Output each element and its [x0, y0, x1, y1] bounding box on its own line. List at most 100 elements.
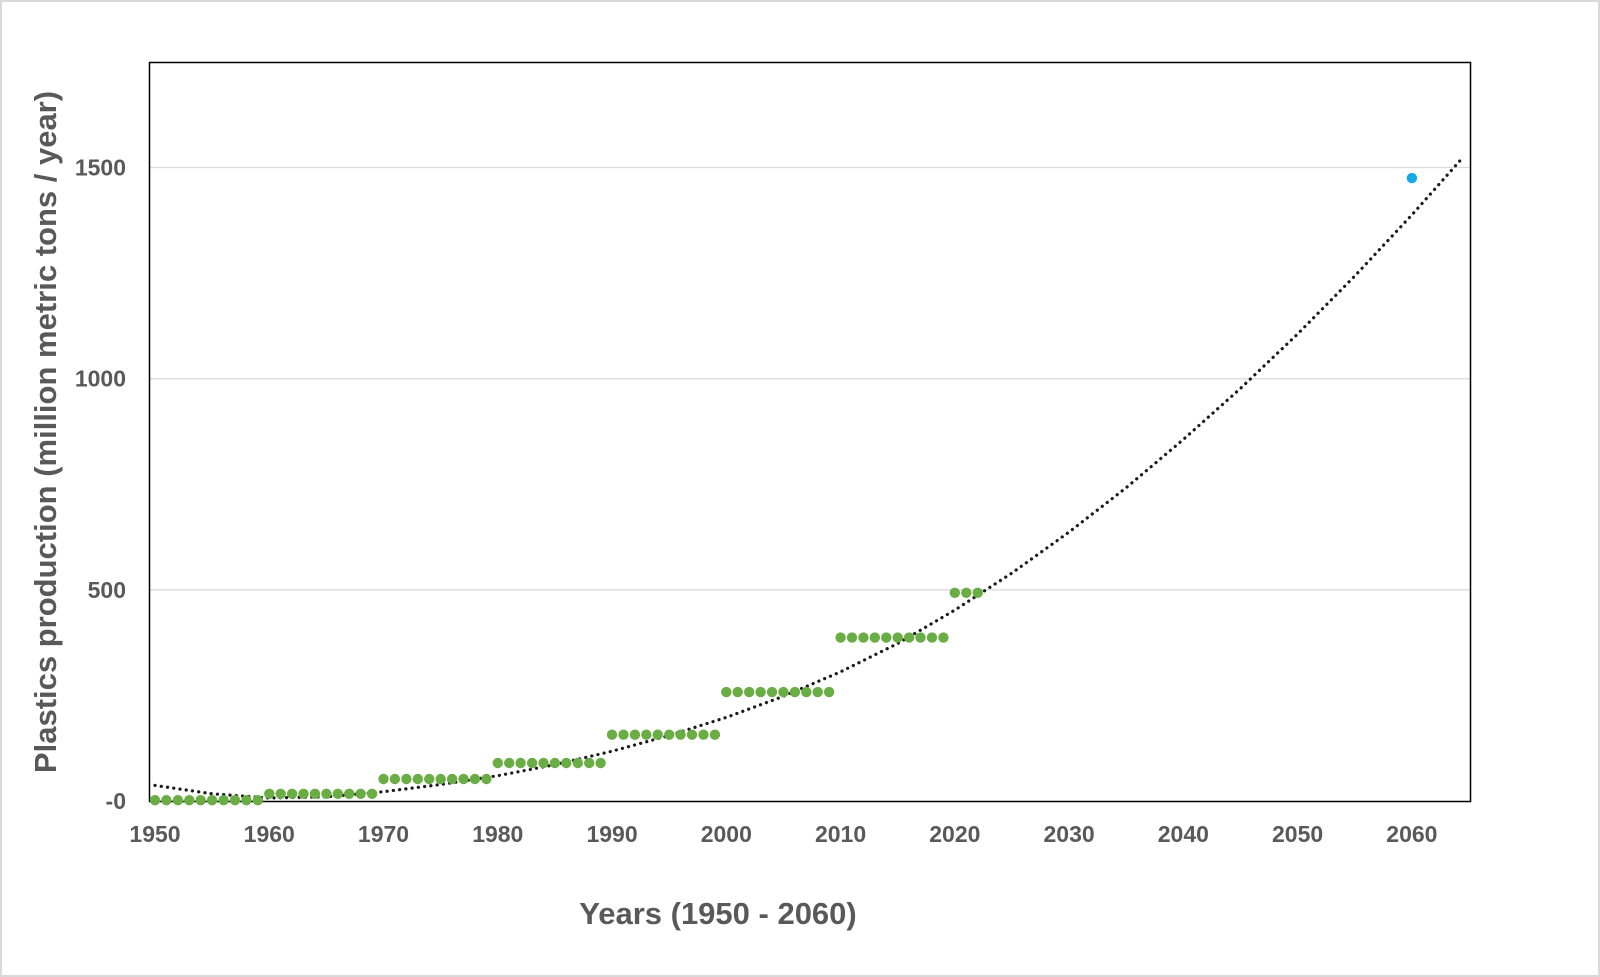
x-tick-label: 1990	[586, 821, 637, 847]
data-point	[206, 795, 218, 806]
data-point	[252, 795, 263, 806]
data-point	[424, 773, 435, 785]
data-point	[698, 729, 709, 740]
data-point	[172, 795, 184, 806]
x-tick-label: 2050	[1272, 821, 1323, 847]
trendline-layer	[153, 155, 1465, 800]
x-tick-label: 1980	[472, 821, 523, 847]
data-point	[526, 757, 538, 769]
data-points	[149, 172, 1418, 806]
data-point	[458, 773, 469, 785]
data-point	[184, 795, 195, 806]
data-point	[789, 686, 801, 698]
data-point	[195, 795, 206, 806]
data-point	[401, 773, 412, 785]
gridlines	[150, 166, 1470, 591]
data-point	[572, 757, 583, 769]
data-point	[869, 632, 880, 643]
data-point	[515, 757, 526, 769]
y-tick-label: 1500	[75, 155, 126, 181]
data-point	[915, 632, 926, 643]
data-point	[504, 757, 515, 769]
data-point	[469, 773, 481, 785]
data-point	[664, 729, 675, 740]
data-point	[446, 773, 458, 785]
x-tick-label: 1950	[129, 821, 180, 847]
data-point	[801, 686, 812, 698]
plot-area-border	[148, 61, 1472, 803]
data-point	[481, 773, 492, 785]
data-point	[652, 729, 663, 740]
data-point	[412, 773, 423, 785]
data-point	[903, 632, 915, 643]
data-point	[366, 788, 378, 799]
data-point	[309, 788, 321, 799]
data-point	[618, 729, 629, 740]
data-point	[629, 729, 641, 740]
data-point	[972, 587, 983, 598]
projected-data-point	[1406, 172, 1418, 184]
x-tick-label: 2040	[1158, 821, 1209, 847]
data-point	[892, 632, 903, 643]
x-axis-ticks: 1950 1960 1970 1980 1990 2000 2010 2020 2030 2040…	[129, 821, 1437, 847]
data-point	[766, 686, 778, 698]
data-point	[561, 757, 572, 769]
data-point	[492, 757, 503, 769]
data-point	[344, 788, 355, 799]
y-tick-label: 500	[88, 577, 126, 603]
data-point	[378, 773, 389, 785]
data-point	[321, 788, 332, 799]
data-point	[389, 773, 401, 785]
data-point	[961, 587, 972, 598]
x-tick-label: 2010	[815, 821, 866, 847]
data-point	[881, 632, 892, 643]
x-tick-label: 1970	[358, 821, 409, 847]
data-point	[835, 632, 846, 643]
data-point	[641, 729, 652, 740]
data-point	[332, 788, 343, 799]
x-tick-label: 2030	[1044, 821, 1095, 847]
data-point	[595, 757, 606, 769]
data-point	[286, 788, 298, 799]
x-tick-label: 2020	[929, 821, 980, 847]
trendline	[153, 155, 1465, 800]
data-point	[241, 795, 252, 806]
data-point	[675, 729, 686, 740]
data-point	[355, 788, 366, 799]
y-axis-ticks: -0 500 1000 1500	[75, 155, 126, 814]
data-point	[778, 686, 789, 698]
x-axis-title: Years (1950 - 2060)	[579, 896, 857, 931]
data-point	[744, 686, 755, 698]
data-point	[549, 757, 561, 769]
data-point	[846, 632, 858, 643]
data-point	[298, 788, 309, 799]
data-point	[218, 795, 229, 806]
data-point	[686, 729, 698, 740]
data-point	[812, 686, 823, 698]
data-point	[938, 632, 949, 643]
y-tick-label: -0	[106, 788, 126, 814]
data-point	[229, 795, 241, 806]
data-point	[823, 686, 835, 698]
x-tick-label: 1960	[244, 821, 295, 847]
data-point	[949, 587, 960, 598]
data-point	[858, 632, 869, 643]
y-tick-label: 1000	[75, 366, 126, 392]
data-point	[275, 788, 286, 799]
data-point	[161, 795, 172, 806]
data-point	[926, 632, 938, 643]
data-point	[264, 788, 275, 799]
data-point	[732, 686, 743, 698]
y-axis-title: Plastics production (million metric tons…	[28, 91, 63, 773]
data-point	[606, 729, 618, 740]
data-point	[755, 686, 766, 698]
data-point	[721, 686, 732, 698]
x-tick-label: 2000	[701, 821, 752, 847]
data-point	[435, 773, 446, 785]
data-point	[149, 795, 161, 806]
data-point	[584, 757, 595, 769]
x-tick-label: 2060	[1386, 821, 1437, 847]
data-point	[538, 757, 549, 769]
